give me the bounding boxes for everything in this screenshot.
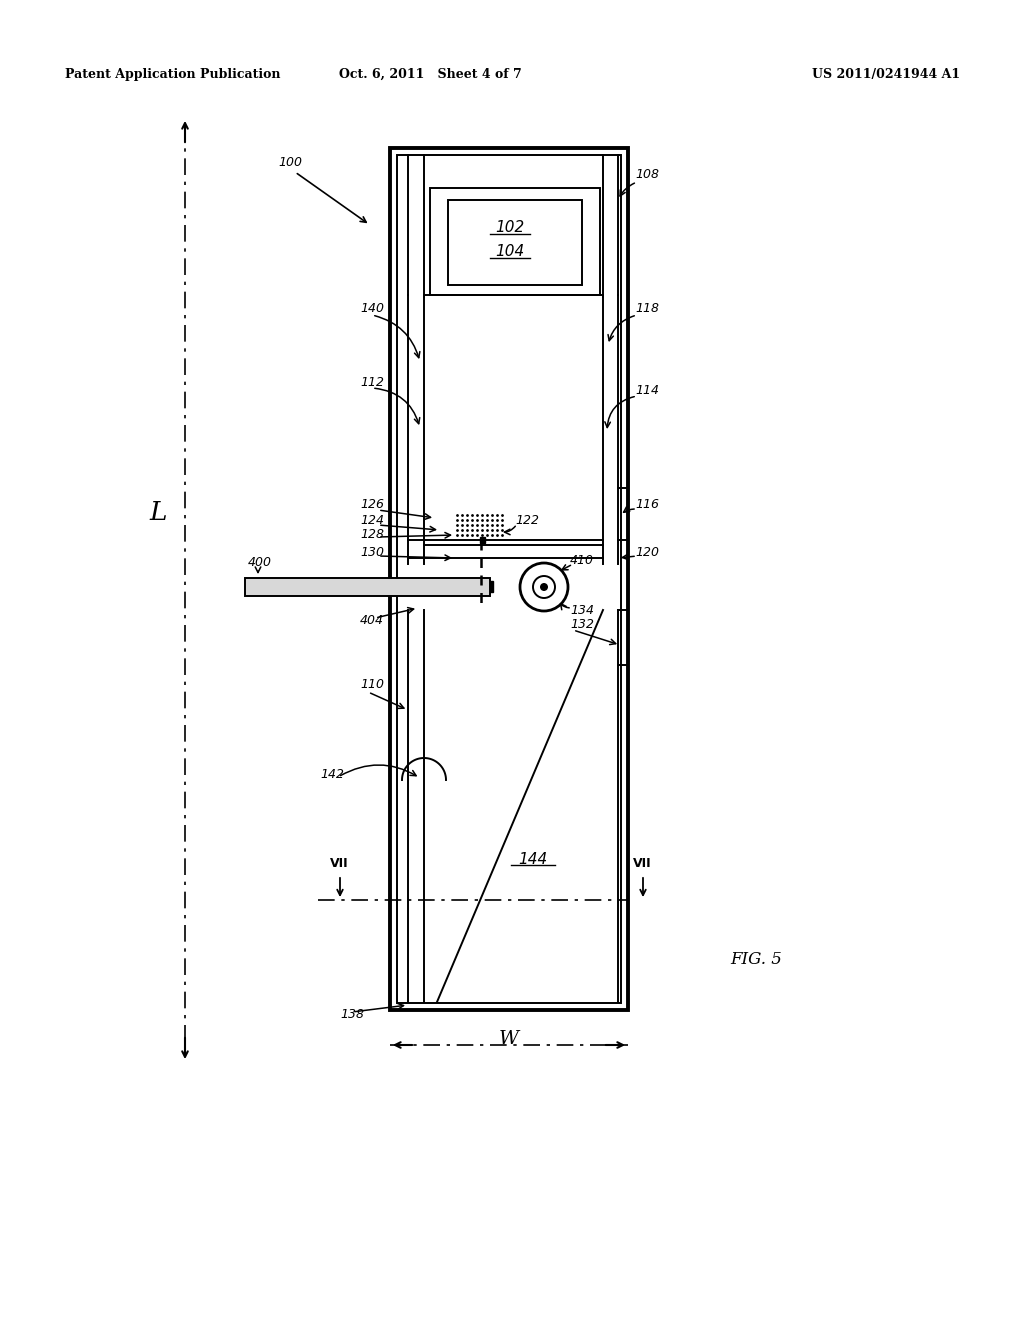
- Text: 118: 118: [635, 301, 659, 314]
- Text: 144: 144: [518, 853, 548, 867]
- Bar: [430, 187, 600, 294]
- Circle shape: [520, 564, 568, 611]
- Text: 126: 126: [360, 499, 384, 511]
- Text: 410: 410: [570, 553, 594, 566]
- Text: Oct. 6, 2011   Sheet 4 of 7: Oct. 6, 2011 Sheet 4 of 7: [339, 69, 521, 81]
- Text: 142: 142: [319, 768, 344, 781]
- Text: 400: 400: [248, 557, 272, 569]
- Text: VII: VII: [330, 857, 348, 870]
- Bar: [482, 581, 493, 591]
- Text: 108: 108: [635, 169, 659, 181]
- Text: FIG. 5: FIG. 5: [730, 952, 782, 969]
- Bar: [449, 201, 582, 285]
- Text: 114: 114: [635, 384, 659, 396]
- Circle shape: [540, 583, 548, 591]
- Text: L: L: [150, 499, 167, 524]
- Text: 138: 138: [340, 1008, 364, 1022]
- Text: W: W: [499, 1030, 519, 1048]
- Text: 132: 132: [570, 619, 594, 631]
- Text: 404: 404: [360, 614, 384, 627]
- Text: 128: 128: [360, 528, 384, 541]
- Bar: [390, 148, 628, 1010]
- Text: VII: VII: [633, 857, 651, 870]
- Text: 104: 104: [496, 244, 524, 260]
- Bar: [480, 537, 485, 543]
- Text: 124: 124: [360, 513, 384, 527]
- Text: 130: 130: [360, 546, 384, 560]
- Text: 102: 102: [496, 220, 524, 235]
- Text: 116: 116: [635, 499, 659, 511]
- Text: 122: 122: [515, 513, 539, 527]
- Text: 134: 134: [570, 603, 594, 616]
- Text: Patent Application Publication: Patent Application Publication: [65, 69, 281, 81]
- Bar: [397, 154, 621, 1003]
- Text: 120: 120: [635, 546, 659, 560]
- Text: 112: 112: [360, 375, 384, 388]
- Text: 100: 100: [278, 156, 302, 169]
- Text: US 2011/0241944 A1: US 2011/0241944 A1: [812, 69, 961, 81]
- Text: 140: 140: [360, 301, 384, 314]
- Text: 110: 110: [360, 678, 384, 692]
- Bar: [245, 578, 490, 597]
